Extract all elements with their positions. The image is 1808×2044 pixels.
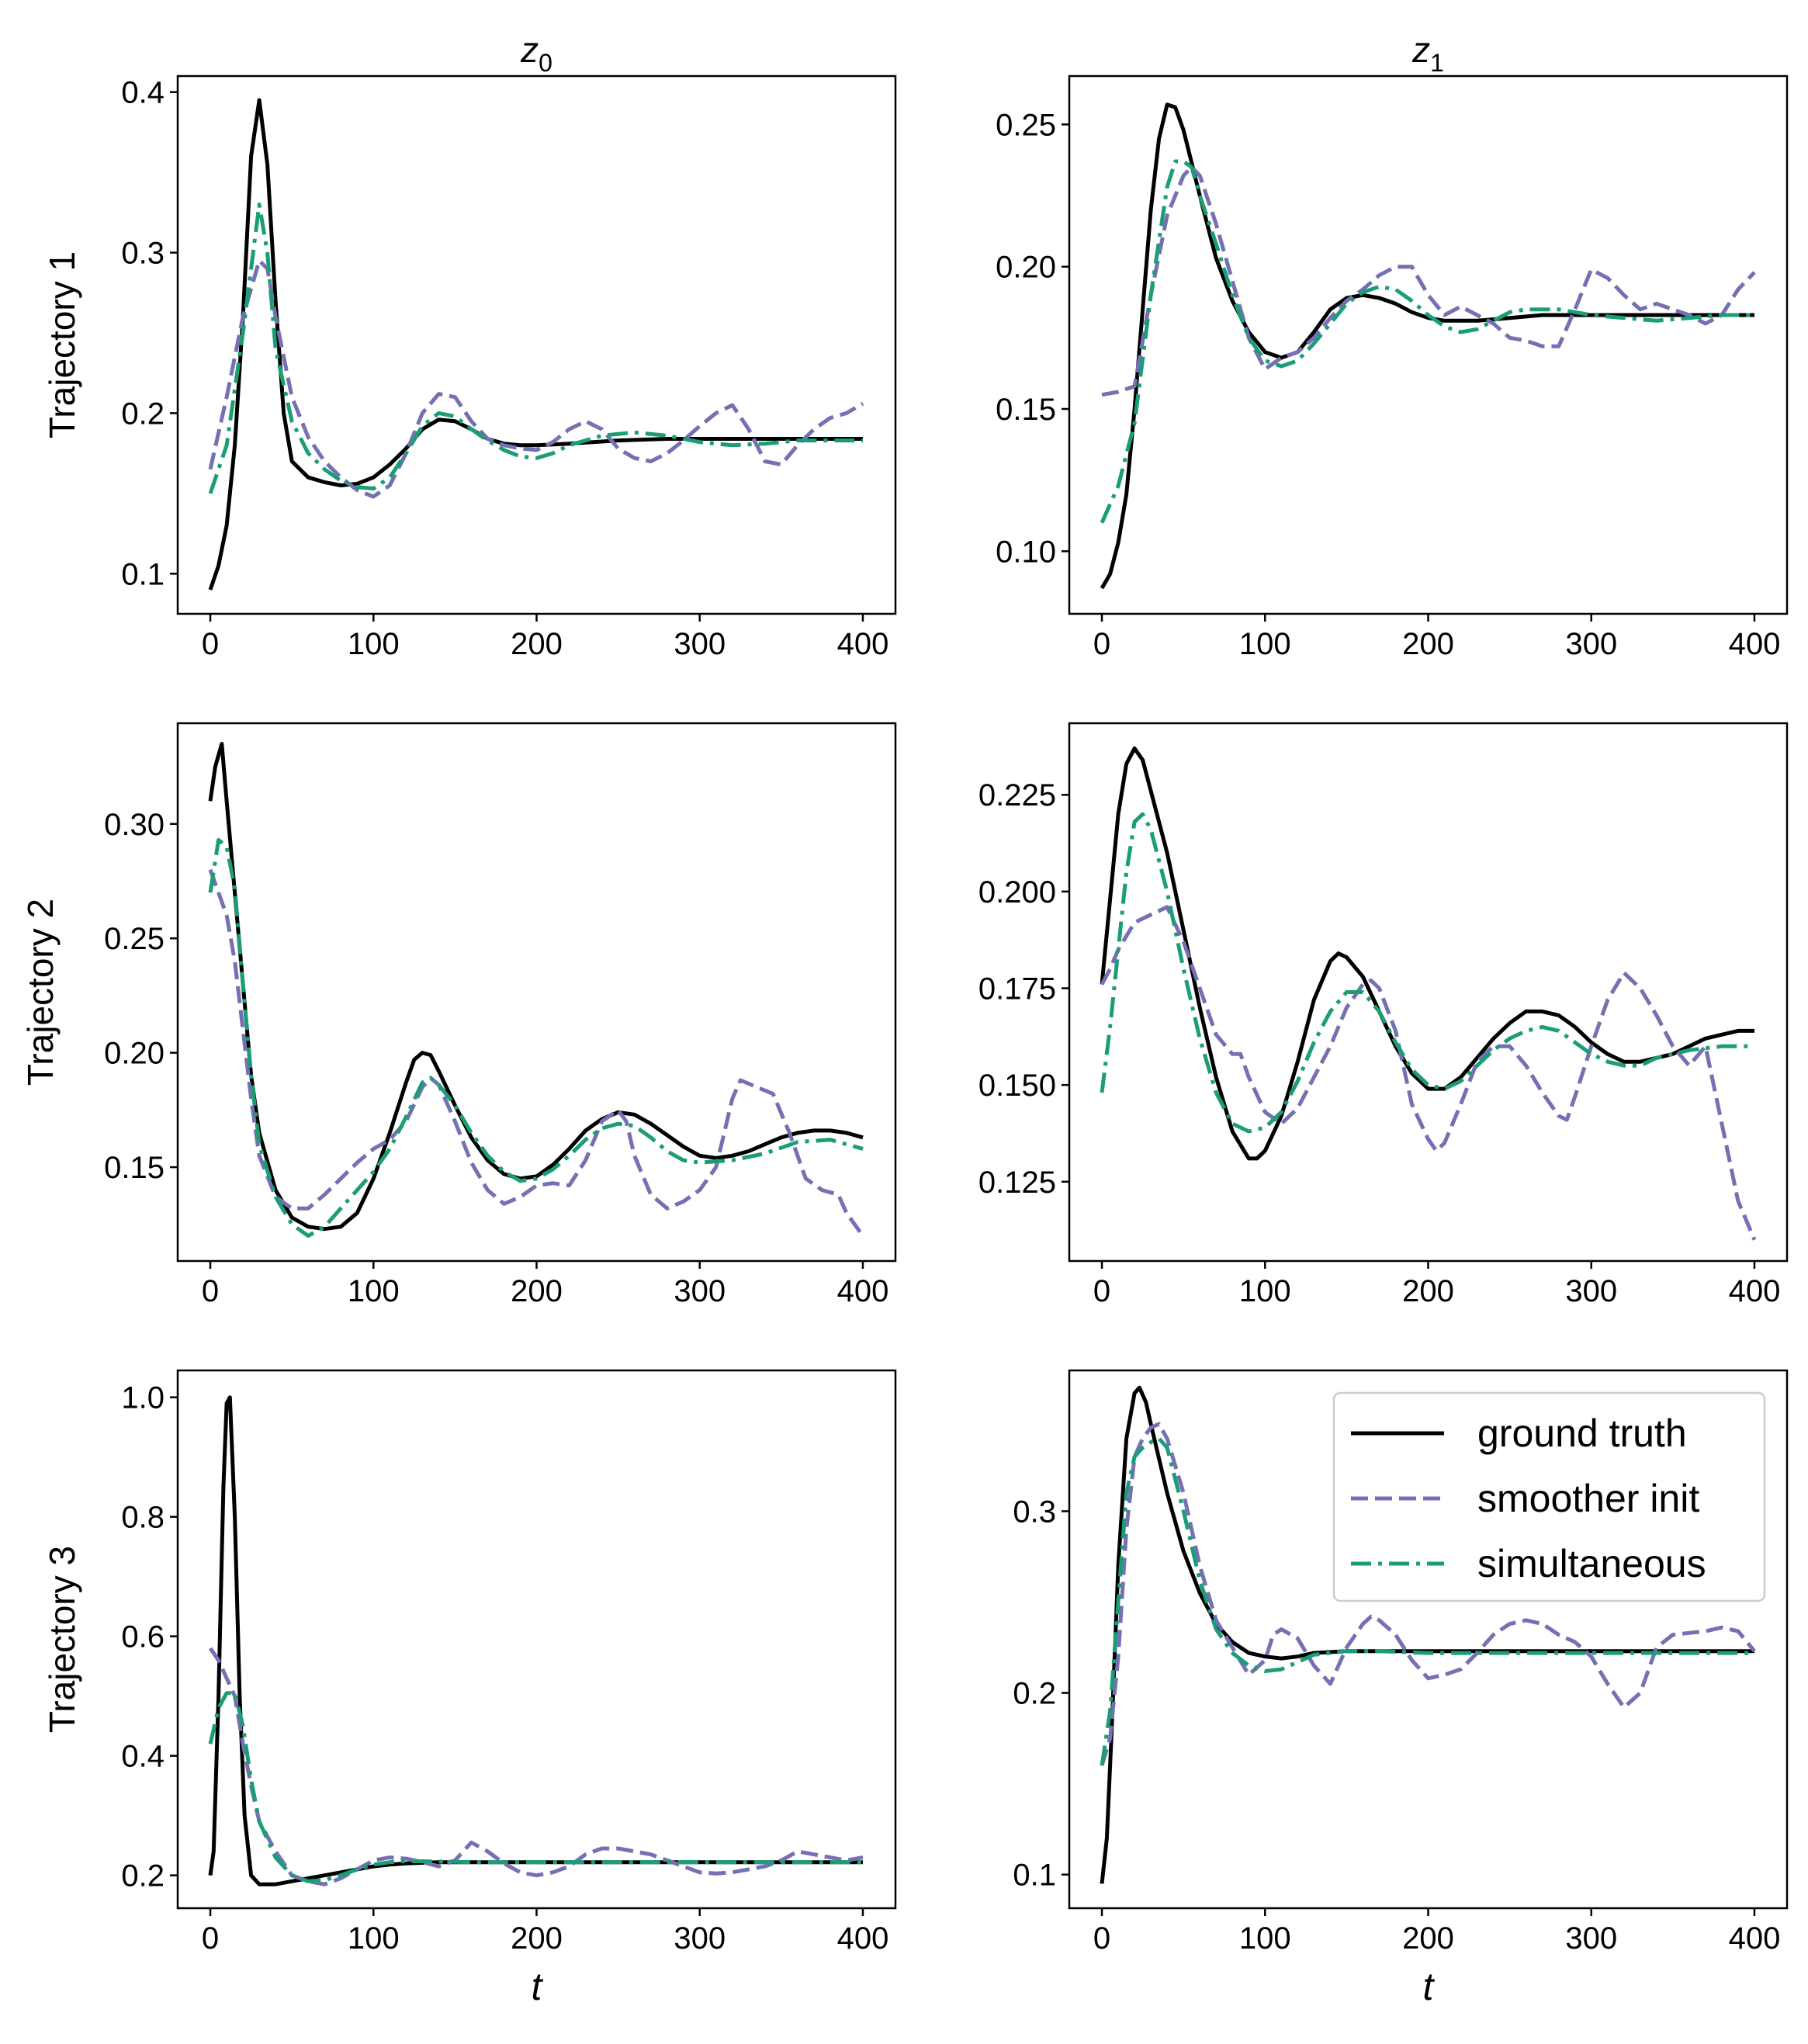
y-tick-label: 0.25 xyxy=(996,108,1056,142)
x-tick-label: 400 xyxy=(1729,627,1781,661)
x-tick-label: 100 xyxy=(1239,1921,1291,1956)
panel-r0-c0: 0 100 200 300 400 0.1 0.2 0.3 0.4 z0 Trajectory 1 xyxy=(42,29,897,661)
plot-lines xyxy=(1100,1385,1756,1884)
x-tick-label: 200 xyxy=(511,1921,563,1956)
x-tick-label: 300 xyxy=(1565,627,1617,661)
series-line-smoother-init xyxy=(1100,905,1757,1241)
x-tick-label: 100 xyxy=(348,1921,400,1956)
series-line-simultaneous xyxy=(1100,1436,1754,1766)
y-tick-label: 0.175 xyxy=(978,972,1056,1006)
y-tick-label: 0.15 xyxy=(104,1151,165,1185)
x-tick-label: 300 xyxy=(674,1921,726,1956)
y-axis-label: Trajectory 2 xyxy=(20,899,61,1086)
y-tick-label: 0.225 xyxy=(978,778,1056,812)
x-tick-label: 100 xyxy=(348,1274,400,1308)
y-tick-label: 0.2 xyxy=(1013,1677,1056,1711)
plot-lines xyxy=(1100,746,1757,1241)
legend-label: smoother init xyxy=(1477,1477,1699,1520)
x-tick-label: 300 xyxy=(674,1274,726,1308)
x-tick-label: 400 xyxy=(1729,1921,1781,1956)
y-tick-label: 0.25 xyxy=(104,922,165,956)
legend-label: ground truth xyxy=(1477,1412,1687,1455)
x-tick-label: 300 xyxy=(1565,1274,1617,1308)
y-tick-label: 0.1 xyxy=(1013,1859,1056,1893)
panel-r0-c1: 0 100 200 300 400 0.10 0.15 0.20 0.25 z1 xyxy=(996,29,1789,661)
x-tick-label: 400 xyxy=(837,1274,889,1308)
x-tick-label: 0 xyxy=(202,1921,219,1956)
x-tick-label: 200 xyxy=(1402,1274,1454,1308)
y-tick-label: 0.1 xyxy=(121,557,165,591)
y-tick-label: 0.4 xyxy=(121,76,165,110)
y-tick-label: 0.20 xyxy=(104,1037,165,1071)
y-tick-label: 0.4 xyxy=(121,1740,165,1774)
panel-r2-c0: 0 100 200 300 400 0.2 0.4 0.6 0.8 1.0 Trajectory 3… xyxy=(42,1369,897,2008)
series-line-ground-truth xyxy=(208,98,863,591)
x-tick-label: 200 xyxy=(1402,1921,1454,1956)
legend-box xyxy=(1332,1391,1766,1602)
plot-lines xyxy=(208,98,864,591)
legend-label: simultaneous xyxy=(1477,1542,1706,1585)
y-tick-label: 0.2 xyxy=(121,397,165,431)
series-line-simultaneous xyxy=(208,837,864,1239)
series-line-simultaneous xyxy=(208,203,863,494)
series-line-ground-truth xyxy=(1100,746,1754,1161)
y-tick-label: 0.125 xyxy=(978,1166,1056,1200)
y-tick-label: 0.8 xyxy=(121,1501,165,1535)
series-line-ground-truth xyxy=(208,1395,863,1886)
y-tick-label: 0.6 xyxy=(121,1620,165,1654)
plot-lines xyxy=(208,1395,864,1886)
series-line-smoother-init xyxy=(1100,1422,1756,1766)
legend: ground truth smoother init simultaneous xyxy=(1332,1391,1766,1602)
series-line-smoother-init xyxy=(208,258,864,499)
y-tick-label: 0.10 xyxy=(996,535,1056,569)
x-tick-label: 400 xyxy=(1729,1274,1781,1308)
series-line-simultaneous xyxy=(208,1691,863,1883)
series-line-ground-truth xyxy=(1100,102,1754,590)
y-axis-label: Trajectory 1 xyxy=(42,251,82,438)
x-tick-label: 300 xyxy=(1565,1921,1617,1956)
x-tick-label: 0 xyxy=(1093,627,1110,661)
panel-r1-c1: 0 100 200 300 400 0.125 0.150 0.175 0.200 0.225 xyxy=(978,722,1789,1308)
x-tick-label: 0 xyxy=(1093,1921,1110,1956)
panel-title: z0 xyxy=(520,29,552,77)
y-tick-label: 0.200 xyxy=(978,875,1056,909)
y-tick-label: 0.2 xyxy=(121,1859,165,1893)
x-tick-label: 400 xyxy=(837,1921,889,1956)
x-axis-label: t xyxy=(532,1965,544,2008)
series-line-simultaneous xyxy=(1100,159,1754,524)
x-tick-label: 200 xyxy=(511,1274,563,1308)
x-tick-label: 0 xyxy=(202,1274,219,1308)
series-line-simultaneous xyxy=(1100,812,1754,1134)
y-tick-label: 0.15 xyxy=(996,393,1056,427)
y-tick-label: 0.20 xyxy=(996,251,1056,285)
x-tick-label: 0 xyxy=(202,627,219,661)
y-tick-label: 0.3 xyxy=(1013,1495,1056,1529)
panel-r1-c0: 0 100 200 300 400 0.15 0.20 0.25 0.30 Trajectory … xyxy=(20,722,897,1308)
x-tick-label: 400 xyxy=(837,627,889,661)
y-tick-label: 0.3 xyxy=(121,237,165,271)
series-line-smoother-init xyxy=(1101,165,1756,397)
y-tick-label: 1.0 xyxy=(121,1381,165,1415)
y-tick-label: 0.150 xyxy=(978,1069,1056,1103)
x-tick-label: 100 xyxy=(1239,1274,1291,1308)
y-axis-label: Trajectory 3 xyxy=(42,1546,82,1733)
x-tick-label: 0 xyxy=(1093,1274,1110,1308)
panel-title: z1 xyxy=(1411,29,1444,77)
x-tick-label: 200 xyxy=(1402,627,1454,661)
x-tick-label: 100 xyxy=(1239,627,1291,661)
panel-r2-c1: 0 100 200 300 400 0.1 0.2 0.3 t xyxy=(1013,1369,1789,2008)
x-tick-label: 200 xyxy=(511,627,563,661)
x-tick-label: 100 xyxy=(348,627,400,661)
y-tick-label: 0.30 xyxy=(104,808,165,842)
series-line-smoother-init xyxy=(208,868,865,1238)
plot-lines xyxy=(1100,102,1756,590)
series-line-ground-truth xyxy=(208,742,864,1232)
series-line-smoother-init xyxy=(208,1647,864,1886)
plot-lines xyxy=(208,742,865,1239)
x-axis-label: t xyxy=(1423,1965,1436,2008)
x-tick-label: 300 xyxy=(674,627,726,661)
